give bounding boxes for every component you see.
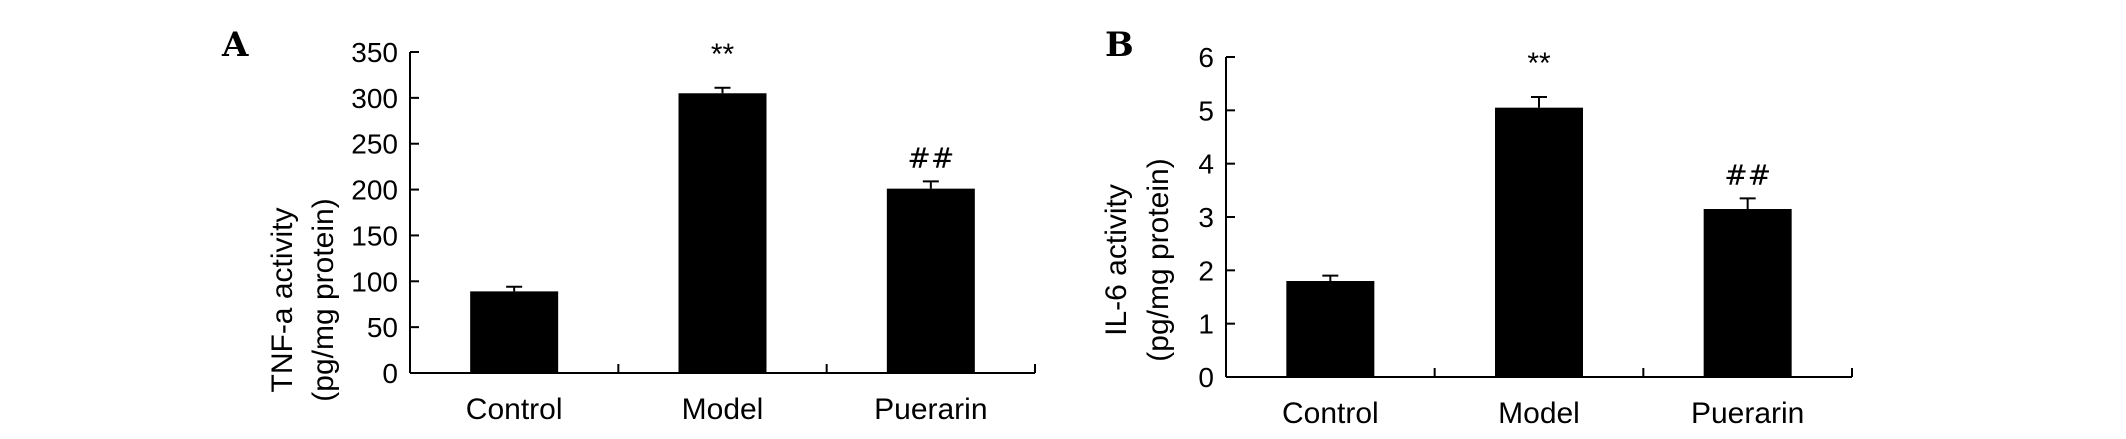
y-tick-label-a-1: 50 (367, 312, 398, 343)
y-tick-label-b-0: 0 (1198, 362, 1214, 393)
significance-mark-b-2: ## (1724, 158, 1771, 191)
y-axis-title-line2-a: (pg/mg protein) (307, 198, 340, 401)
x-category-label-a-0: Control (466, 393, 563, 426)
x-category-label-a-1: Model (682, 393, 764, 426)
y-axis-title-line1-b: IL-6 activity (1100, 184, 1133, 336)
y-tick-label-a-0: 0 (382, 358, 398, 389)
bar-a-puerarin (886, 188, 975, 373)
panel-label-a: A (221, 25, 249, 65)
bar-a-control (470, 291, 559, 373)
y-tick-label-b-4: 4 (1198, 149, 1214, 180)
y-tick-label-b-2: 2 (1198, 255, 1214, 286)
y-tick-label-b-1: 1 (1198, 309, 1214, 340)
y-tick-label-a-2: 100 (351, 266, 398, 297)
y-tick-label-a-6: 300 (351, 83, 398, 114)
significance-mark-a-2: ## (907, 141, 954, 174)
significance-mark-b-1: ** (1527, 47, 1551, 80)
panel-a-chart: A TNF-a activity (pg/mg protein) 0 50 100 1… (221, 25, 1036, 426)
panel-label-b: B (1105, 25, 1134, 65)
y-tick-label-a-4: 200 (351, 175, 398, 206)
x-category-label-b-0: Control (1282, 397, 1379, 430)
bar-b-control (1286, 281, 1375, 377)
x-category-label-b-1: Model (1498, 397, 1580, 430)
x-category-label-b-2: Puerarin (1691, 397, 1804, 430)
y-tick-label-a-7: 350 (351, 37, 398, 68)
y-tick-label-b-3: 3 (1198, 202, 1214, 233)
y-tick-label-a-3: 150 (351, 220, 398, 251)
bar-b-model (1495, 107, 1583, 378)
significance-mark-a-1: ** (711, 38, 735, 71)
y-tick-label-a-5: 250 (351, 129, 398, 160)
bar-b-puerarin (1703, 209, 1792, 377)
x-category-label-a-2: Puerarin (874, 393, 987, 426)
y-axis-title-line2-b: (pg/mg protein) (1142, 158, 1175, 361)
y-tick-label-b-5: 5 (1198, 95, 1214, 126)
y-tick-label-b-6: 6 (1198, 42, 1214, 73)
bar-a-model (678, 93, 767, 374)
y-axis-title-line1-a: TNF-a activity (266, 207, 299, 392)
panel-b-chart: B IL-6 activity (pg/mg protein) 0 1 2 3 4 5 6 C… (1100, 25, 1853, 430)
